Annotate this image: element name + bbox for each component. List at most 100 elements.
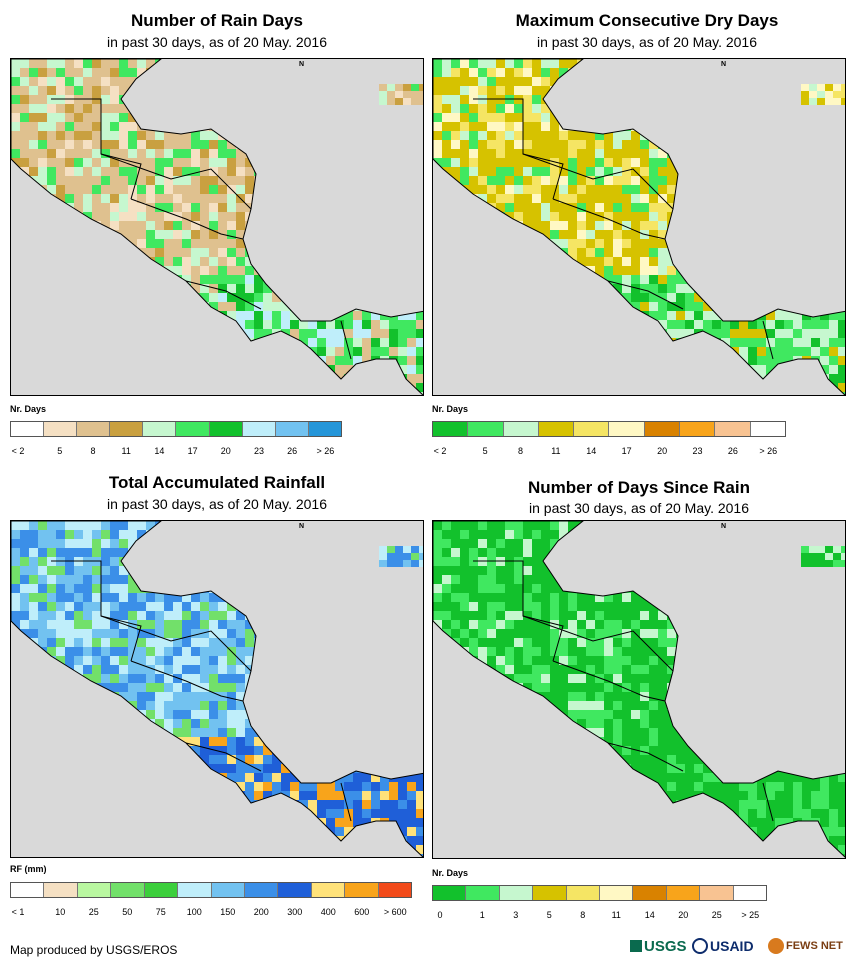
legend-bar [10, 421, 342, 437]
legend-swatch [209, 422, 243, 436]
legend-swatch [750, 422, 785, 436]
legend-tick-label: > 26 [759, 446, 778, 456]
legend-tick-label: 25 [88, 907, 99, 917]
panel-subtitle: in past 30 days, as of 20 May. 2016 [537, 34, 757, 50]
country-border [762, 320, 774, 360]
legend-tick-label: 20 [657, 446, 668, 456]
north-marker: N [721, 523, 727, 530]
legend-swatch [503, 422, 539, 436]
panel-subtitle: in past 30 days, as of 20 May. 2016 [529, 500, 749, 516]
legend-title: RF (mm) [10, 864, 47, 874]
country-border [185, 280, 262, 310]
legend-swatch [466, 886, 500, 900]
legend-swatch [533, 886, 567, 900]
legend-tick-label: 5 [546, 910, 552, 920]
legend-tick-label: > 25 [741, 910, 760, 920]
legend-title: Nr. Days [432, 868, 469, 878]
legend-tick-label: 8 [90, 446, 96, 456]
panel-rain-days: Number of Rain Days in past 30 days, as … [10, 0, 424, 470]
legend-bar [432, 885, 767, 901]
legend-bar [432, 421, 786, 437]
country-border [130, 660, 244, 702]
legend-swatch [700, 886, 734, 900]
legend-swatch [433, 422, 469, 436]
legend-swatch [211, 883, 245, 897]
legend-swatch [566, 886, 601, 900]
panel-total-rainfall: Total Accumulated Rainfall in past 30 da… [10, 468, 424, 938]
legend-swatch [275, 422, 309, 436]
north-marker: N [299, 523, 305, 530]
legend-tick-label: < 2 [11, 446, 25, 456]
jamaica-island [801, 84, 845, 105]
fewsnet-logo: FEWS NET [768, 933, 843, 959]
land-grid [11, 521, 423, 857]
coastline [11, 59, 423, 395]
legend-tick-label: < 2 [433, 446, 447, 456]
legend-tick-label: 11 [121, 446, 131, 456]
legend-swatch [499, 886, 534, 900]
partner-logos: USGS USAID FEWS NET [630, 933, 846, 959]
legend-swatch [433, 886, 467, 900]
legend-swatch [44, 883, 78, 897]
legend-swatch [715, 422, 751, 436]
legend-tick-label: 400 [320, 907, 336, 917]
legend-swatch [111, 883, 145, 897]
map-days-since-rain: N [432, 520, 846, 859]
legend-swatch [538, 422, 575, 436]
legend-swatch [311, 883, 346, 897]
country-border [607, 742, 684, 772]
country-border [100, 615, 252, 672]
country-border [522, 615, 674, 672]
legend-swatch [733, 886, 767, 900]
legend-swatch [176, 422, 210, 436]
north-marker: N [299, 61, 305, 68]
legend-swatch [644, 422, 681, 436]
legend-tick-label: 0 [437, 910, 443, 920]
legend-tick-label: 11 [551, 446, 561, 456]
north-marker: N [721, 61, 727, 68]
legend-title: Nr. Days [10, 404, 47, 414]
legend-tick-label: 17 [187, 446, 198, 456]
legend-tick-label: 14 [586, 446, 597, 456]
legend-swatch [378, 883, 412, 897]
country-border [522, 153, 674, 210]
legend-swatch [345, 883, 379, 897]
coastline [433, 521, 845, 858]
legend-swatch [11, 883, 45, 897]
legend-tick-label: 17 [621, 446, 632, 456]
legend-swatch [77, 883, 112, 897]
legend-swatch [11, 422, 45, 436]
legend-tick-label: 23 [253, 446, 265, 456]
panel-title: Total Accumulated Rainfall [108, 473, 326, 492]
legend-swatch [77, 422, 111, 436]
fewsnet-globe-icon [768, 938, 784, 954]
legend-tick-label: 100 [186, 907, 202, 917]
legend-tick-label: 25 [711, 910, 722, 920]
legend-swatch [242, 422, 276, 436]
land-grid [11, 59, 423, 395]
country-border [340, 782, 352, 822]
legend-swatch [666, 886, 701, 900]
legend-tick-label: 14 [154, 446, 165, 456]
usaid-seal-icon [692, 938, 708, 954]
legend-swatch [600, 886, 634, 900]
country-border [762, 782, 774, 822]
usgs-logo-icon [630, 940, 642, 952]
legend-swatch [308, 422, 341, 436]
map-rain-days: N [10, 58, 424, 396]
legend-tick-label: 200 [253, 907, 269, 917]
legend-tick-label: 3 [513, 910, 519, 920]
jamaica-island [379, 84, 423, 105]
country-border [607, 280, 684, 310]
legend-title: Nr. Days [432, 404, 469, 414]
legend-tick-label: 20 [678, 910, 689, 920]
jamaica-island [379, 546, 423, 567]
legend-tick-label: > 26 [316, 446, 335, 456]
legend-tick-label: 150 [220, 907, 236, 917]
usgs-logo: USGS [630, 933, 687, 959]
legend-tick-label: 5 [57, 446, 63, 456]
legend-swatch [178, 883, 212, 897]
legend-swatch [609, 422, 645, 436]
legend-tick-label: 8 [517, 446, 524, 456]
legend-bar [10, 882, 412, 898]
